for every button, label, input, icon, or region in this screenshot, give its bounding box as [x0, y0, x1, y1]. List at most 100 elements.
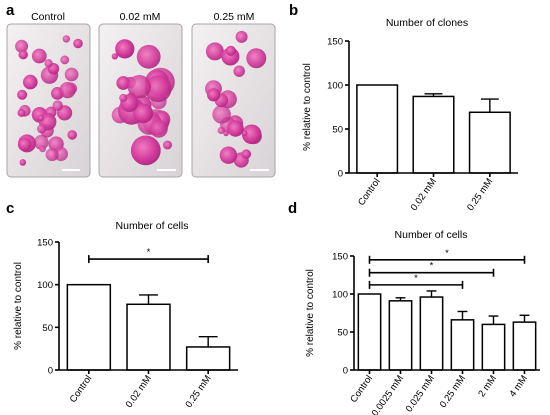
y-tick-label: 100 [37, 280, 53, 291]
colony [207, 88, 221, 102]
colony [39, 145, 46, 153]
bar-Control [66, 283, 112, 371]
y-tick-label: 50 [332, 125, 343, 136]
x-tick-label: Control [356, 176, 383, 207]
x-tick-label: 0.25 mM [183, 373, 213, 410]
y-axis-label: % relative to control [302, 63, 313, 151]
colony [149, 119, 168, 138]
colony [235, 30, 248, 43]
colony [136, 44, 161, 69]
colony [45, 148, 59, 162]
significance-star: * [414, 273, 418, 284]
y-tick-label: 0 [48, 366, 53, 377]
y-axis-label: % relative to control [13, 262, 24, 350]
plate-photo-control [6, 23, 91, 178]
colony [223, 130, 229, 137]
colony [133, 103, 154, 124]
colony [241, 149, 251, 159]
colony [217, 126, 225, 135]
significance-star: * [430, 261, 434, 272]
colony [67, 130, 77, 140]
bar-0.02mM [126, 303, 171, 371]
colony [59, 82, 76, 99]
colony [111, 53, 118, 60]
colony [52, 100, 63, 111]
colony [19, 159, 27, 166]
colony [23, 74, 38, 90]
plate-photo-0.25mM [191, 23, 276, 178]
bar-0.0025mM [388, 300, 413, 371]
colony [62, 35, 70, 43]
panel-label-a: a [6, 2, 15, 19]
y-tick-label: 50 [42, 323, 53, 334]
colony [119, 93, 128, 103]
colony [144, 75, 172, 103]
colony [17, 137, 32, 152]
plate-photo-0.02mM [98, 23, 183, 178]
colony [73, 38, 83, 49]
chart-title: Number of cells [395, 229, 468, 241]
bar-0.25mM [450, 319, 475, 371]
colony [115, 39, 135, 59]
colony [64, 67, 79, 82]
colony [15, 39, 29, 53]
y-tick-label: 50 [337, 328, 348, 339]
colony [212, 105, 231, 124]
colony [33, 134, 49, 150]
significance-star: * [147, 247, 151, 258]
colony [219, 146, 238, 164]
colony [17, 89, 28, 100]
x-tick-label: 0.025 mM [404, 373, 437, 414]
colony [37, 124, 47, 134]
colony [44, 59, 53, 68]
colony [17, 108, 26, 117]
bar-0.02mM [412, 95, 455, 174]
bar-0.25mM [468, 111, 511, 174]
x-tick-label: 2 mM [476, 373, 499, 399]
chart-b-number-of-clones: Number of clones % relative to control 0 50… [302, 17, 518, 213]
chart-c-number-of-cells: Number of cells % relative to control 0 50 1… [13, 220, 238, 410]
panel-a: a Control 0.02 mM 0.25 mM [6, 2, 276, 178]
colonies-control [15, 35, 83, 166]
colony [227, 120, 244, 137]
panel-label-d: d [288, 200, 297, 217]
x-tick-label: Control [68, 373, 95, 404]
bar-Control [356, 84, 399, 174]
colony [246, 48, 267, 69]
colony [163, 140, 172, 150]
colony [233, 65, 245, 77]
x-tick-label: Control [348, 373, 375, 404]
panel-label-b: b [289, 2, 298, 19]
y-axis-label: % relative to control [305, 269, 316, 357]
colonies-0.02mM [111, 39, 175, 166]
x-tick-label: 0.02 mM [409, 176, 439, 213]
colony [37, 114, 45, 122]
y-tick-label: 0 [343, 366, 348, 377]
colony [31, 48, 47, 64]
colony [241, 124, 262, 145]
colony [130, 135, 161, 166]
bar-0.025mM [419, 296, 444, 371]
y-tick-label: 150 [332, 252, 348, 263]
x-tick-label: 4 mM [507, 373, 530, 399]
y-tick-label: 100 [327, 81, 343, 92]
x-tick-label: 0.25 mM [465, 176, 495, 213]
bar-0.25mM [185, 346, 231, 371]
x-tick-label: 0.25 mM [438, 373, 468, 410]
y-tick-label: 150 [327, 37, 343, 48]
colony [241, 130, 248, 136]
plate-label-0.02mM: 0.02 mM [120, 11, 161, 23]
chart-title: Number of clones [386, 17, 468, 29]
chart-title: Number of cells [116, 220, 189, 232]
y-tick-label: 0 [338, 169, 343, 180]
bar-2mM [481, 323, 506, 371]
plate-label-0.25mM: 0.25 mM [214, 11, 255, 23]
bar-Control [357, 293, 382, 371]
panel-label-c: c [6, 200, 14, 217]
colony [127, 75, 151, 99]
plate-label-control: Control [31, 11, 65, 23]
colony [225, 45, 236, 56]
colony [116, 76, 131, 90]
colonies-0.25mM [205, 30, 267, 168]
